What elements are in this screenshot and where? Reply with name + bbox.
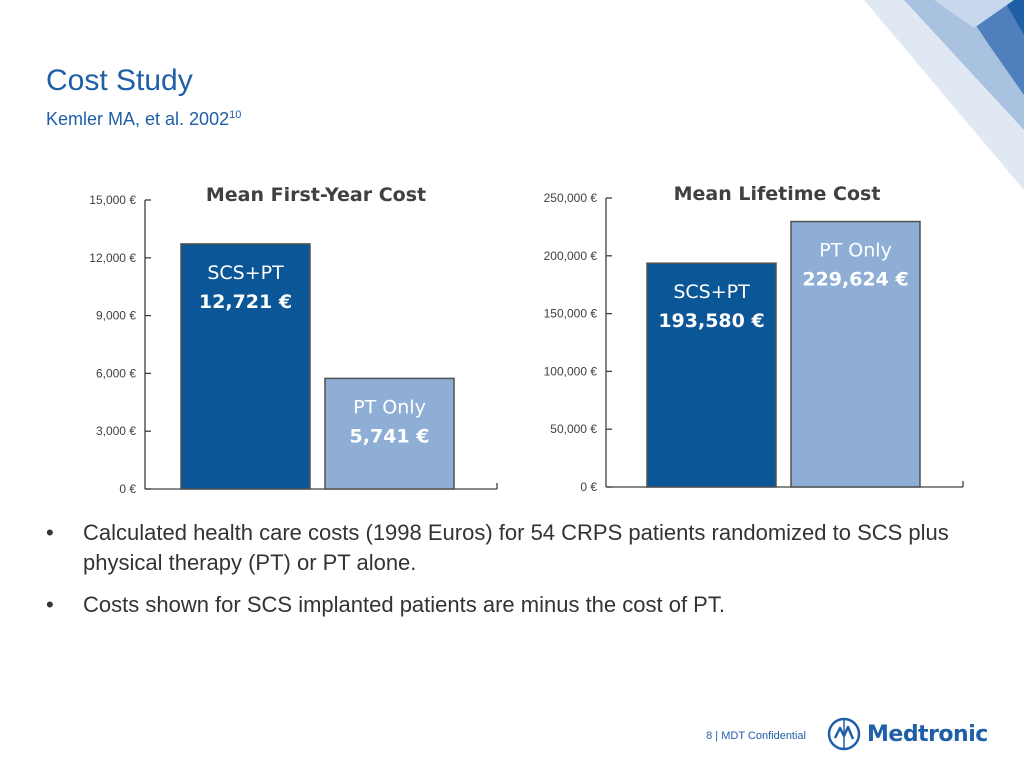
footer-confidential: 8 | MDT Confidential [706,730,806,742]
bar-pt-only [790,220,921,488]
bar-value-label: 193,580 € [658,310,764,332]
bar-category-label: SCS+PT [673,281,750,303]
footer-separator: | [715,730,719,742]
logo-wordmark: Medtronic [867,721,988,747]
subtitle-reference: 10 [229,109,242,121]
y-tick-label: 0 € [119,482,136,496]
bar-value-label: 229,624 € [802,269,908,291]
confidential-label: MDT Confidential [721,730,806,742]
bullet-list: Calculated health care costs (1998 Euros… [46,518,996,632]
bar-category-label: PT Only [819,240,892,262]
subtitle-text: Kemler MA, et al. 2002 [46,109,230,129]
bar-category-label: SCS+PT [207,262,284,284]
bar-scs-pt [646,262,777,488]
chart-title: Mean First-Year Cost [206,184,426,206]
chart-1: Mean First-Year Cost 0 € 3,000 € 6,000 € 9,0… [89,184,498,496]
bar-value-label: 12,721 € [199,291,292,313]
y-tick-label: 0 € [580,480,597,494]
medtronic-logo: Medtronic [826,714,988,754]
chart-title: Mean Lifetime Cost [674,183,881,205]
bar-pt-only [324,377,455,490]
slide-title: Cost Study [46,64,193,97]
y-tick-label: 12,000 € [89,251,136,265]
y-tick-label: 3,000 € [96,424,136,438]
y-tick-label: 150,000 € [544,307,598,321]
bar-scs-pt [180,243,311,490]
y-tick-label: 250,000 € [544,191,598,205]
y-tick-label: 6,000 € [96,366,136,380]
bullet-item: Calculated health care costs (1998 Euros… [46,518,996,578]
chart-2: Mean Lifetime Cost 0 € 50,000 € 100,000 € 15… [544,183,964,494]
y-tick-label: 15,000 € [89,193,136,207]
page-number: 8 [706,730,713,742]
y-tick-label: 50,000 € [550,422,597,436]
y-tick-label: 100,000 € [544,364,598,378]
bullet-item: Costs shown for SCS implanted patients a… [46,590,996,620]
y-tick-label: 200,000 € [544,249,598,263]
bar-value-label: 5,741 € [350,425,430,447]
corner-decoration [864,0,1024,190]
bar-category-label: PT Only [353,396,426,418]
medtronic-logo-icon [827,717,861,751]
slide-subtitle: Kemler MA, et al. 200210 [46,104,241,130]
y-tick-label: 9,000 € [96,309,136,323]
